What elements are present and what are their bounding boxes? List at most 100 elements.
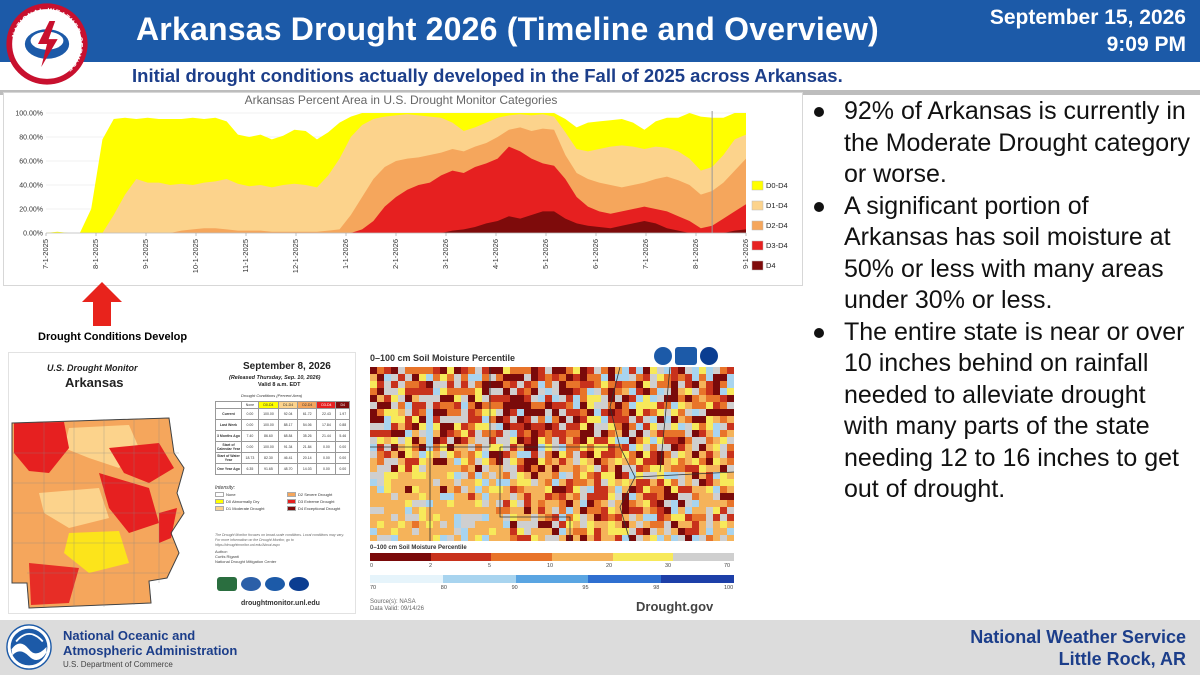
x-tick-label: 6-1-2026 (591, 239, 600, 269)
table-cell: 68.84 (278, 430, 299, 442)
x-tick-label: 5-1-2026 (541, 239, 550, 269)
table-cell: D4 (335, 401, 350, 409)
noaa-dept: U.S. Department of Commerce (63, 660, 173, 669)
series-area-d4 (46, 211, 746, 233)
table-cell: 92.04 (278, 408, 299, 420)
intensity-label: D0 Abnormally Dry (226, 499, 260, 504)
subtitle: Initial drought conditions actually deve… (132, 65, 843, 86)
table-header-row: None D0-D4 D1-D4 D2-D4 D3-D4 D4 (215, 401, 350, 409)
intensity-label: D4 Exceptional Drought (298, 506, 341, 511)
table-cell: 22.43 (316, 408, 337, 420)
table-row: 3 Months Ago 7.40 86.60 68.84 35.26 21.44 5.46 (215, 430, 350, 442)
colorbar-segment (588, 575, 662, 583)
legend-label: D3-D4 (766, 241, 788, 250)
x-tick-label: 3-1-2026 (441, 239, 450, 269)
intensity-item: None (215, 492, 283, 497)
table-cell: D0-D4 (257, 401, 280, 409)
colorbar-segment (370, 553, 431, 561)
colorbar-tick-label: 70 (724, 563, 731, 569)
table-row: Start of Water Year 18.73 82.30 46.41 20.14 0… (215, 452, 350, 464)
drought-gov-brand: Drought.gov (636, 599, 714, 614)
legend-swatch (751, 240, 764, 251)
y-tick-label: 100.00% (15, 111, 43, 118)
soil-moisture-map (370, 367, 734, 541)
nasa-circle-icon (700, 347, 718, 365)
colorbar-segment (612, 553, 674, 561)
table-cell: 6.35 (241, 463, 259, 475)
table-cell: 0.00 (241, 419, 259, 431)
legend-swatch (751, 260, 764, 271)
series-area-d3-d4 (46, 146, 746, 233)
legend-swatch (751, 220, 764, 231)
colorbar-segment (370, 575, 443, 583)
x-tick-label: 9-1-2026 (741, 239, 750, 269)
soil-moisture-raster (370, 367, 734, 541)
key-points-list: 92% of Arkansas is currently in the Mode… (812, 96, 1197, 506)
legend-swatch (751, 200, 764, 211)
intensity-swatch (215, 492, 224, 497)
chart-title: Arkansas Percent Area in U.S. Drought Mo… (244, 93, 558, 107)
table-cell: 91.34 (278, 441, 299, 453)
drought-monitor-panel: U.S. Drought Monitor Arkansas September … (8, 352, 356, 614)
table-row: One Year Ago 6.35 91.65 48.70 14.03 0.00 0.00 (215, 463, 350, 475)
bullet-dot-icon (814, 327, 824, 338)
intensity-label: D2 Severe Drought (298, 492, 333, 497)
table-cell (215, 401, 242, 409)
dm-table-caption: Drought Conditions (Percent Area) (241, 393, 303, 398)
dm-state: Arkansas (65, 375, 124, 390)
dm-table: None D0-D4 D1-D4 D2-D4 D3-D4 D4 Current 0.00 100… (215, 401, 350, 475)
dm-header: U.S. Drought Monitor (47, 363, 138, 373)
arkansas-drought-map (11, 417, 185, 609)
x-tick-label: 9-1-2025 (141, 239, 150, 269)
table-cell: 21.84 (297, 441, 318, 453)
nws-logo: NATIONAL WEATHER SERVICE (6, 3, 88, 85)
intensity-swatch (287, 506, 296, 511)
intensity-title: Intensity: (215, 485, 236, 491)
intensity-swatch (215, 499, 224, 504)
colorbar-tick-label: 80 (440, 585, 447, 591)
x-tick-label: 8-1-2026 (691, 239, 700, 269)
usda-logo-icon (217, 577, 237, 591)
key-point-text: The entire state is near or over 10 inch… (844, 317, 1185, 504)
dm-date: September 8, 2026 (243, 361, 331, 372)
red-arrow-icon (82, 282, 122, 326)
table-cell: Start of Calendar Year (215, 441, 242, 453)
sm-legend-title: 0–100 cm Soil Moisture Percentile (370, 545, 467, 551)
table-cell: 7.40 (241, 430, 259, 442)
intensity-item: D2 Severe Drought (287, 492, 355, 497)
author-org: National Drought Mitigation Center (215, 559, 277, 564)
doc-logo-icon (241, 577, 261, 591)
colorbar-tick-label: 90 (511, 585, 518, 591)
key-point: The entire state is near or over 10 inch… (812, 317, 1197, 506)
colorbar-segment (661, 575, 734, 583)
table-cell: 35.26 (297, 430, 318, 442)
colorbar-tick-label: 95 (582, 585, 589, 591)
legend-label: D0-D4 (766, 181, 788, 190)
colorbar-segment (673, 553, 734, 561)
dm-author: Author: Curtis Riganti National Drought … (215, 549, 276, 564)
table-cell: 0.00 (335, 452, 350, 464)
dm-note: The Drought Monitor focuses on broad-sca… (215, 533, 344, 547)
state-borders (370, 367, 734, 541)
colorbar-tick-label: 5 (488, 563, 492, 569)
colorbar-tick-label: 20 (606, 563, 613, 569)
table-cell: 100.00 (257, 408, 280, 420)
table-cell: 48.70 (278, 463, 299, 475)
arrow-caption: Drought Conditions Develop (38, 331, 188, 343)
table-cell: 82.30 (257, 452, 280, 464)
table-cell: 3 Months Ago (215, 430, 242, 442)
table-cell: 0.00 (241, 408, 259, 420)
key-point: A significant portion of Arkansas has so… (812, 191, 1197, 317)
intensity-label: D1 Moderate Drought (226, 506, 265, 511)
intensity-item: D4 Exceptional Drought (287, 506, 355, 511)
x-tick-label: 12-1-2025 (291, 239, 300, 273)
colorbar-tick-label: 98 (653, 585, 660, 591)
y-tick-label: 20.00% (19, 207, 43, 214)
noaa-logo-icon (6, 624, 52, 670)
nidis-logo-icon (675, 347, 697, 365)
colorbar-segment (551, 553, 613, 561)
table-cell: 17.84 (316, 419, 337, 431)
table-cell: 0.00 (335, 441, 350, 453)
colorbar-segment (430, 553, 492, 561)
legend-label: D4 (766, 261, 776, 270)
